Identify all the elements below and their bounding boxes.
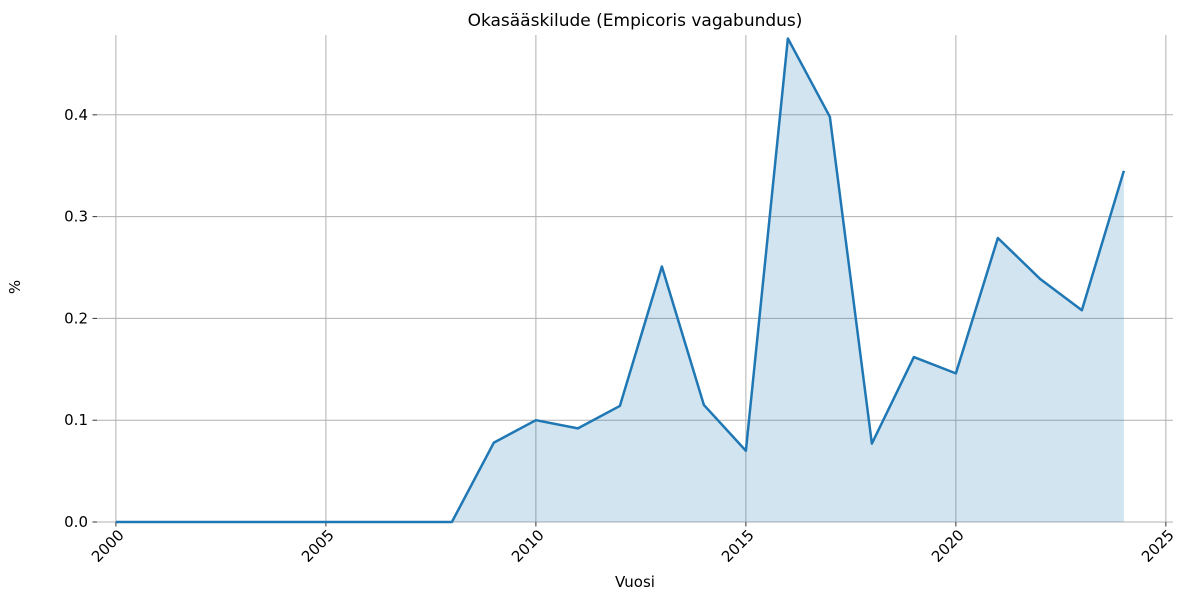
x-tick-label: 2015 (718, 526, 758, 566)
series-area-fill (115, 38, 1124, 522)
x-tick-label: 2010 (508, 526, 548, 566)
x-tick-label: 2020 (928, 526, 968, 566)
y-tick-label: 0.2 (64, 309, 88, 327)
y-tick-labels: 0.0 0.1 0.2 0.3 0.4 (64, 106, 88, 531)
y-tick-label: 0.0 (64, 513, 88, 531)
y-tick-label: 0.4 (64, 106, 88, 124)
x-tick-labels: 2000 2005 2010 2015 2020 2025 (88, 526, 1178, 566)
y-tick-label: 0.1 (64, 411, 88, 429)
x-tick-label: 2025 (1138, 526, 1178, 566)
x-tick-label: 2005 (298, 526, 338, 566)
chart-title: Okasääskilude (Empicoris vagabundus) (467, 11, 803, 31)
x-axis-label: Vuosi (615, 573, 655, 591)
y-tick-label: 0.3 (64, 208, 88, 226)
x-tick-label: 2000 (88, 526, 128, 566)
y-axis-label: % (6, 279, 25, 295)
series-line (115, 37, 1126, 524)
